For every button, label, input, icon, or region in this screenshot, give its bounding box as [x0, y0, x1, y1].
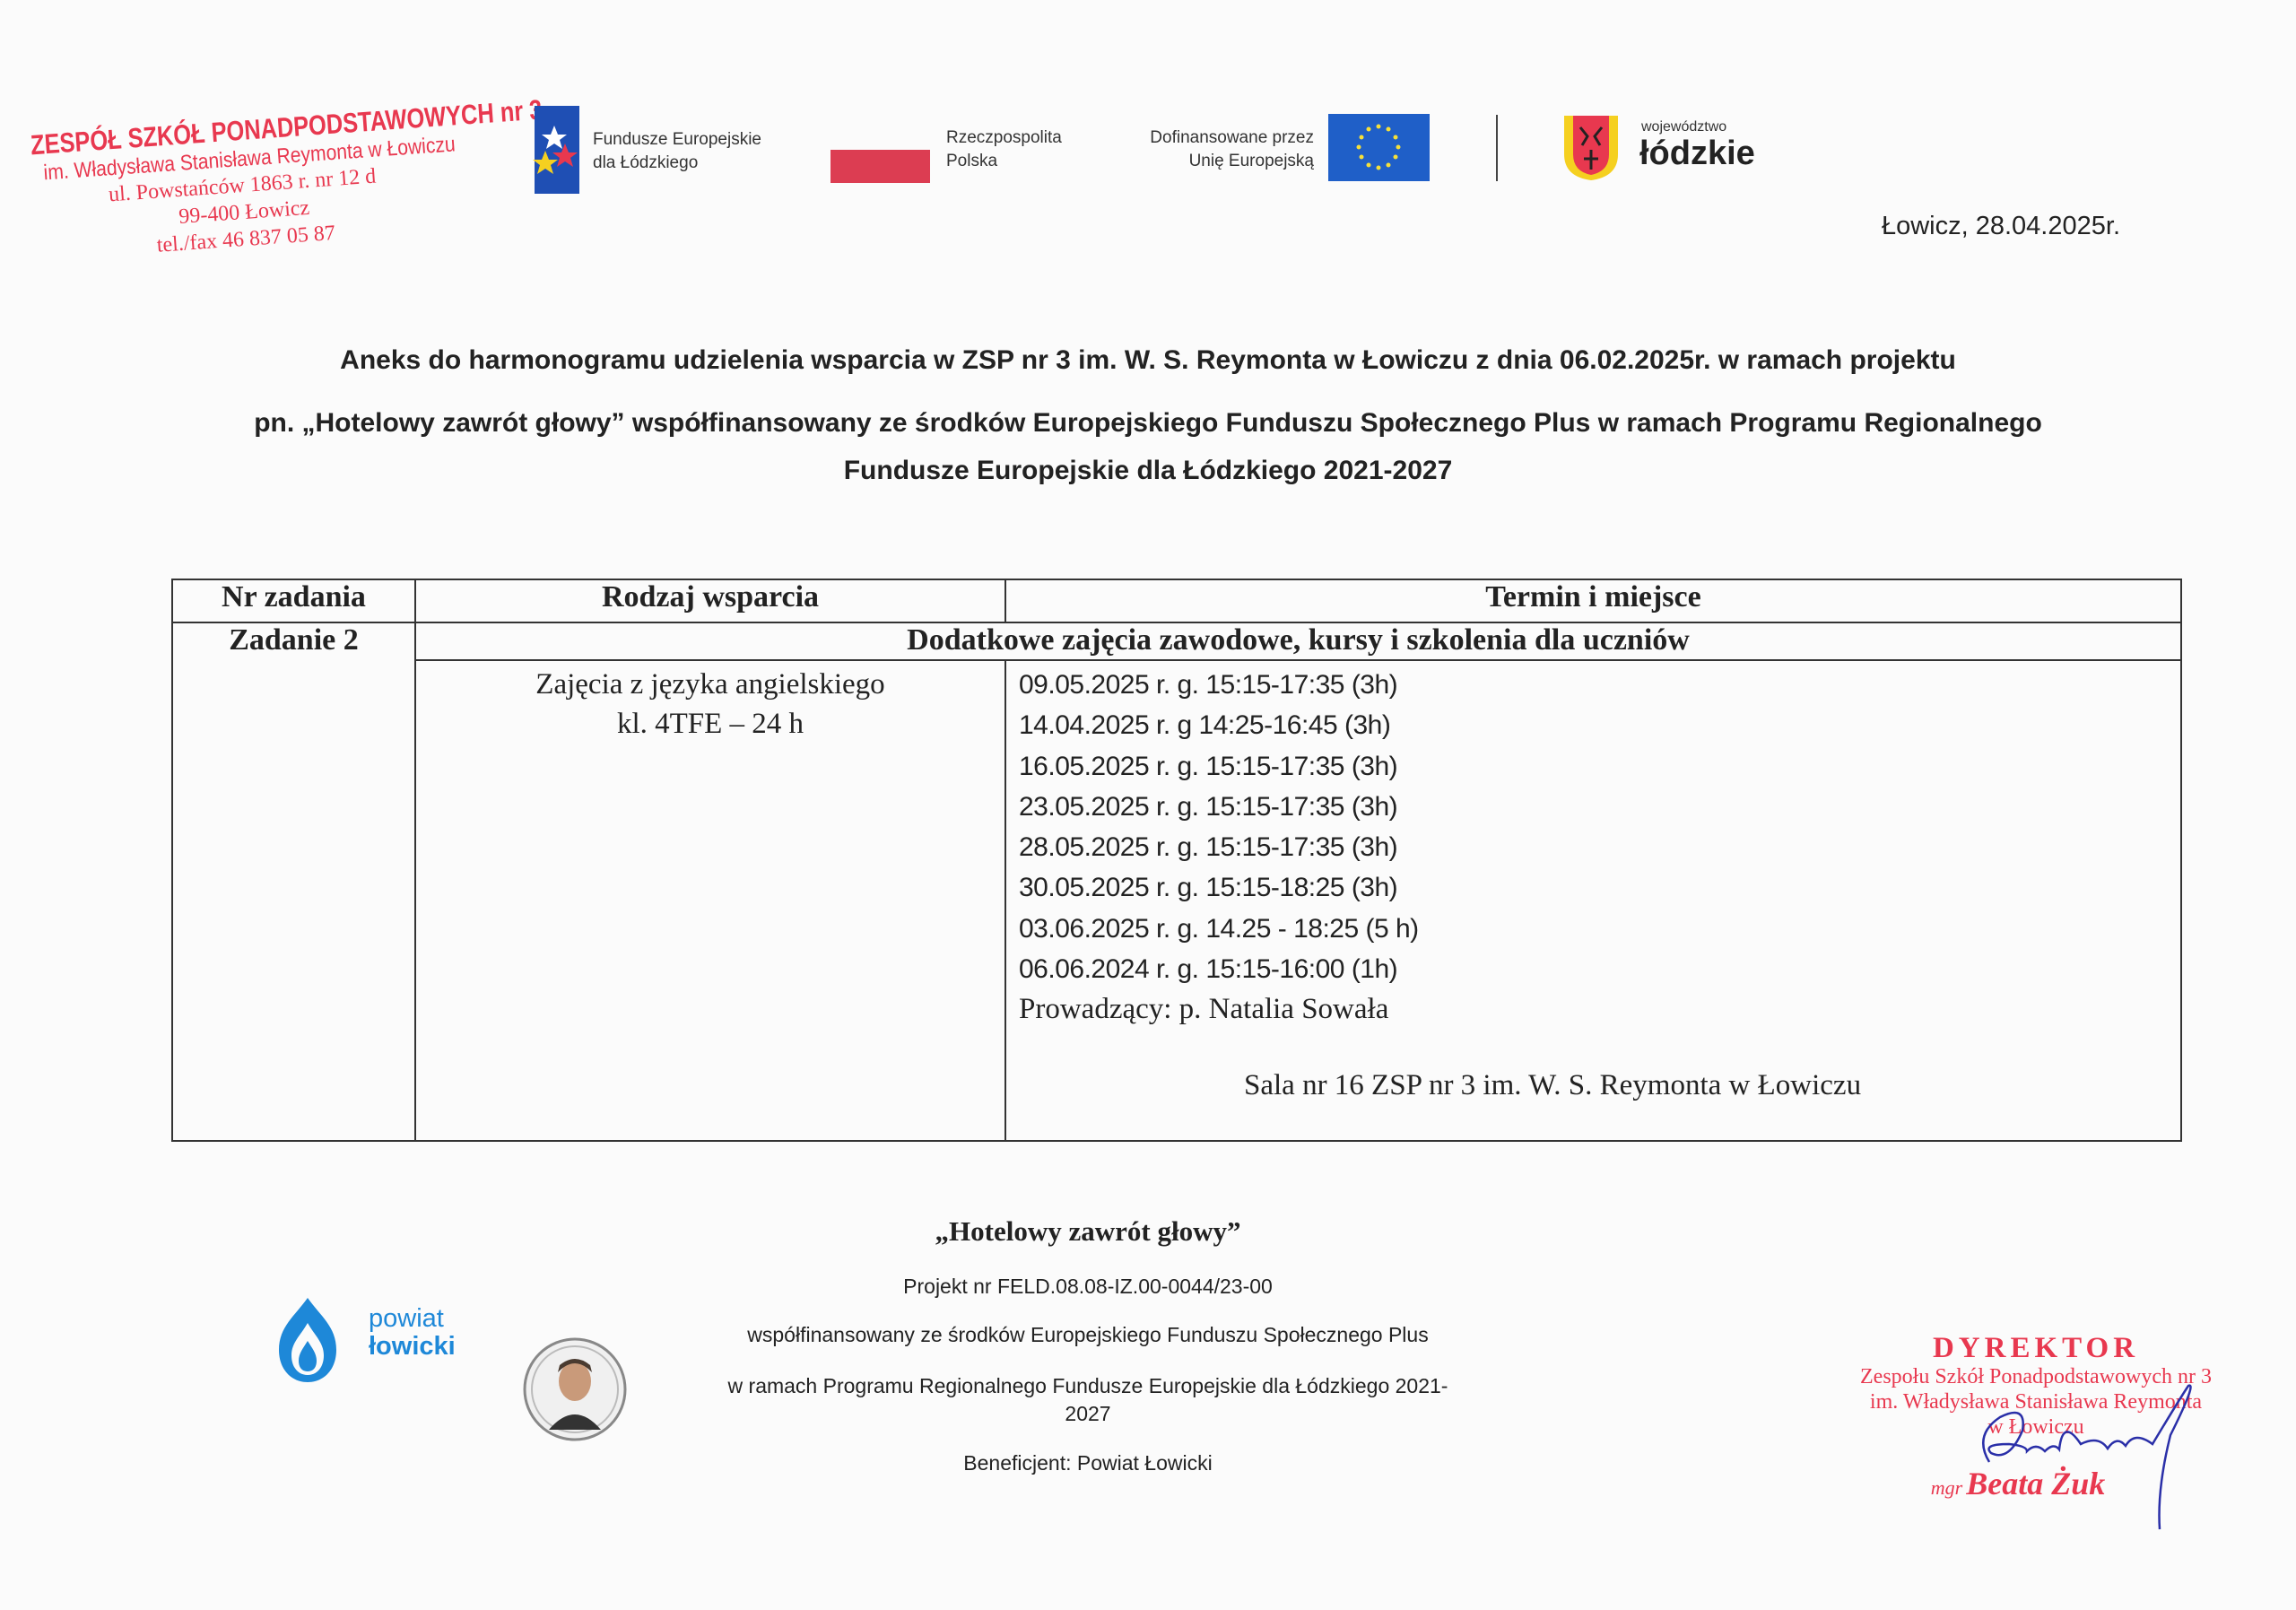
director-prefix: mgr: [1930, 1476, 1963, 1499]
program-line: w ramach Programu Regionalnego Fundusze …: [727, 1374, 1448, 1397]
beneficiary: Beneficjent: Powiat Łowicki: [963, 1451, 1213, 1475]
eu-line: Unię Europejską: [1188, 152, 1314, 170]
project-number: Projekt nr FELD.08.08-IZ.00-0044/23-00: [903, 1275, 1273, 1298]
date-entry: 16.05.2025 r. g. 15:15-17:35 (3h): [1019, 751, 1398, 781]
school-stamp: ZESPÓŁ SZKÓŁ PONADPODSTAWOWYCH nr 3 im. …: [13, 94, 544, 269]
polish-flag-icon: [831, 150, 930, 183]
handwritten-signature-icon: [1982, 1384, 2192, 1530]
powiat-line: powiat: [369, 1304, 444, 1333]
schedule-cell: 09.05.2025 r. g. 15:15-17:35 (3h) 14.04.…: [1004, 659, 2182, 1142]
date-entry: 28.05.2025 r. g. 15:15-17:35 (3h): [1019, 832, 1398, 863]
support-type-cell: Zajęcia z języka angielskiego kl. 4TFE –…: [414, 659, 1006, 1142]
rp-line: Rzeczpospolita: [946, 128, 1062, 147]
reymont-portrait-medallion-icon: [523, 1337, 627, 1441]
fe-line: Fundusze Europejskie: [593, 130, 761, 149]
director-line: Zespołu Szkół Ponadpodstawowych nr 3: [1860, 1365, 2212, 1388]
column-header: Rodzaj wsparcia: [414, 579, 1006, 623]
date-entry: 23.05.2025 r. g. 15:15-17:35 (3h): [1019, 791, 1398, 822]
date-entry: 03.06.2025 r. g. 14.25 - 18:25 (5 h): [1019, 913, 1419, 944]
rp-logo-text: Rzeczpospolita Polska: [946, 126, 1062, 173]
director-stamp: DYREKTOR Zespołu Szkół Ponadpodstawowych…: [1821, 1332, 2251, 1502]
date-entry: 30.05.2025 r. g. 15:15-18:25 (3h): [1019, 873, 1398, 903]
cofinanced-text: współfinansowany ze środków Europejskieg…: [747, 1323, 1429, 1346]
powiat-flame-logo-icon: [279, 1298, 336, 1382]
room-location: Sala nr 16 ZSP nr 3 im. W. S. Reymonta w…: [1244, 1069, 1862, 1101]
title-line-3: Fundusze Europejskie dla Łódzkiego 2021-…: [843, 456, 1453, 485]
table-row: Zadanie 2 Dodatkowe zajęcia zawodowe, ku…: [171, 622, 2182, 1142]
rp-line: Polska: [946, 152, 998, 170]
director-line: im. Władysława Stanisława Reymonta: [1869, 1390, 2203, 1414]
powiat-line: łowicki: [369, 1332, 456, 1361]
task-cell: Zadanie 2: [171, 622, 416, 1142]
support-line: Zajęcia z języka angielskiego: [535, 668, 885, 701]
instructor: Prowadzący: p. Natalia Sowała: [1019, 993, 1389, 1026]
director-title: DYREKTOR: [1932, 1332, 2140, 1364]
region-big-text: łódzkie: [1639, 135, 1755, 172]
subheader-cell: Dodatkowe zajęcia zawodowe, kursy i szko…: [414, 622, 2182, 661]
powiat-logo-text: powiat łowicki: [369, 1305, 456, 1361]
date-entry: 09.05.2025 r. g. 15:15-17:35 (3h): [1019, 670, 1398, 700]
schedule-table: Nr zadania Rodzaj wsparcia Termin i miej…: [171, 579, 2182, 1142]
eu-flag-icon: [1328, 114, 1430, 181]
table-header-row: Nr zadania Rodzaj wsparcia Termin i miej…: [171, 579, 2182, 623]
document-date: Łowicz, 28.04.2025r.: [1881, 212, 2120, 240]
eu-logo-text: Dofinansowane przez Unię Europejską: [1076, 126, 1314, 173]
table-row: Zajęcia z języka angielskiego kl. 4TFE –…: [172, 659, 2182, 1142]
date-entry: 14.04.2025 r. g 14:25-16:45 (3h): [1019, 710, 1391, 741]
fe-line: dla Łódzkiego: [593, 153, 699, 172]
director-line: w Łowiczu: [1987, 1415, 2084, 1439]
column-header: Nr zadania: [171, 579, 416, 623]
logo-divider: [1496, 115, 1498, 181]
director-name: Beata Żuk: [1966, 1466, 2106, 1501]
eu-line: Dofinansowane przez: [1150, 128, 1314, 147]
title-line-2: pn. „Hotelowy zawrót głowy” współfinanso…: [254, 408, 2042, 438]
support-line: kl. 4TFE – 24 h: [616, 708, 804, 740]
column-header: Termin i miejsce: [1004, 579, 2182, 623]
date-entry: 06.06.2024 r. g. 15:15-16:00 (1h): [1019, 954, 1398, 985]
program-line: 2027: [1065, 1402, 1111, 1425]
lodzkie-coat-of-arms-icon: [1564, 116, 1618, 180]
fundusze-europejskie-logo-icon: [533, 106, 579, 194]
project-name: „Hotelowy zawrót głowy”: [935, 1215, 1241, 1247]
fe-logo-text: Fundusze Europejskie dla Łódzkiego: [593, 128, 761, 175]
region-small-text: województwo: [1641, 119, 1727, 135]
title-line-1: Aneks do harmonogramu udzielenia wsparci…: [340, 345, 1956, 375]
